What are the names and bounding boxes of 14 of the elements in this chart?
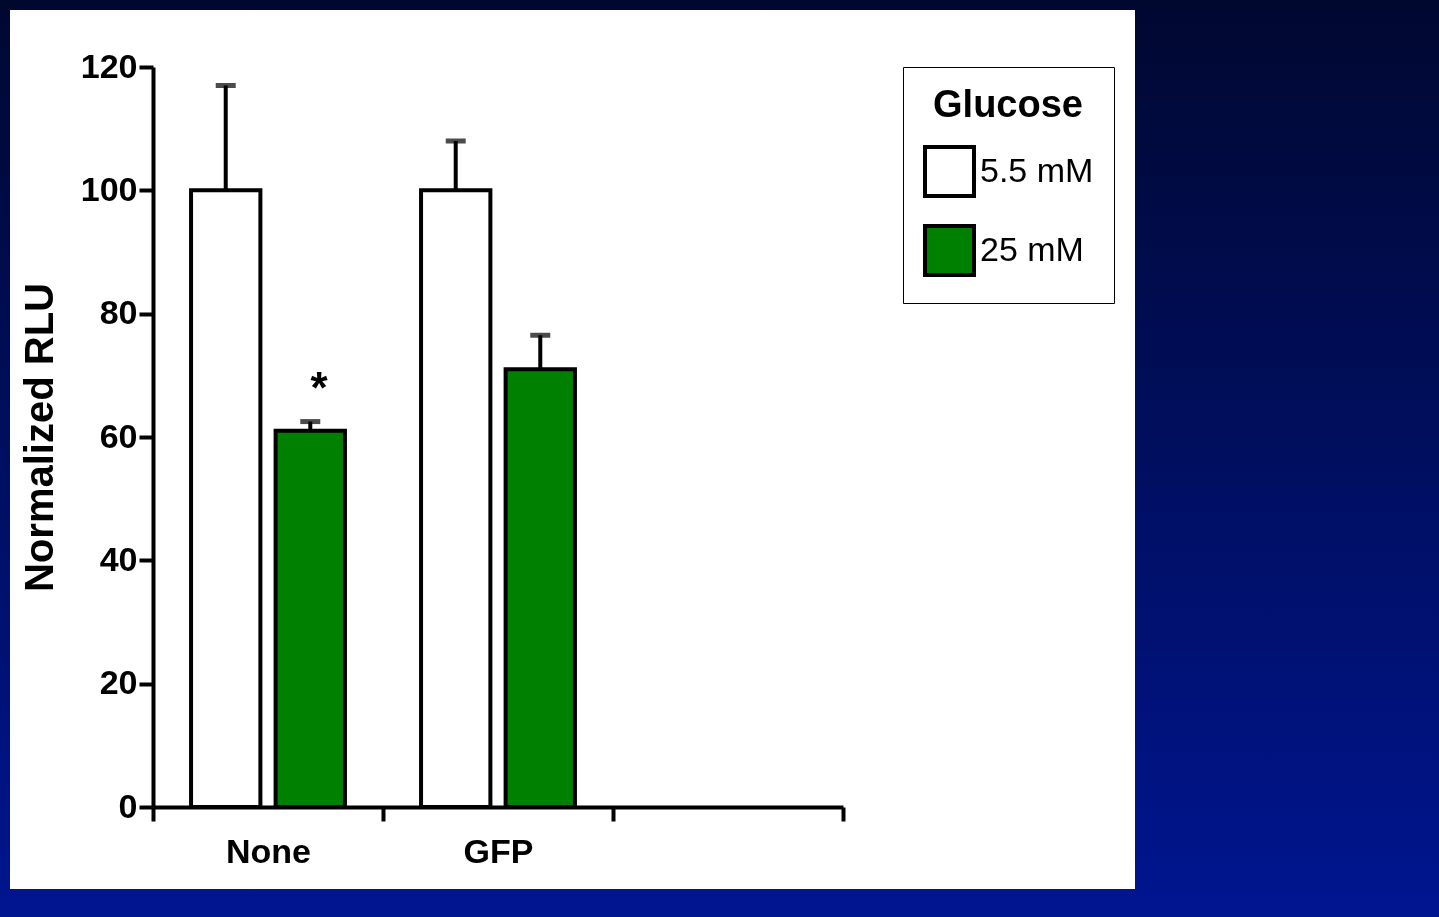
legend-label: 25 mM	[980, 229, 1084, 268]
x-tick-label: GFP	[463, 831, 534, 870]
y-axis-title: Normalized RLU	[16, 283, 61, 592]
y-tick-label: 100	[80, 169, 138, 208]
y-tick-label: 40	[99, 539, 138, 578]
legend-title: Glucose	[933, 83, 1083, 125]
y-tick-label: 20	[99, 663, 138, 702]
y-tick-label: 80	[99, 293, 138, 332]
y-tick-label: 0	[118, 786, 138, 825]
legend-label: 5.5 mM	[980, 150, 1094, 189]
y-tick-label: 60	[99, 416, 138, 455]
y-tick-label: 120	[80, 46, 138, 85]
x-tick-label: None	[226, 831, 311, 870]
annotation: *	[310, 363, 329, 412]
